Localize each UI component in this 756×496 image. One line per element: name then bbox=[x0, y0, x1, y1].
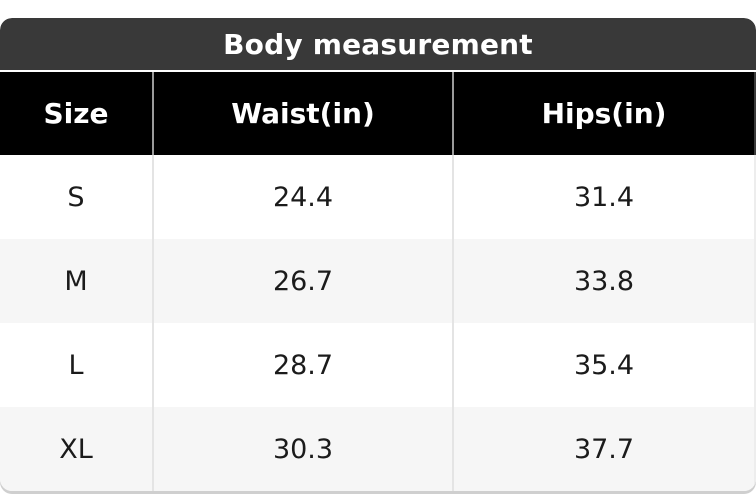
cell-hips: 33.8 bbox=[454, 239, 756, 323]
cell-waist: 24.4 bbox=[154, 155, 454, 239]
cell-size: L bbox=[0, 323, 154, 407]
title-divider bbox=[0, 70, 756, 72]
cell-waist: 30.3 bbox=[154, 407, 454, 491]
cell-waist: 28.7 bbox=[154, 323, 454, 407]
cell-size: XL bbox=[0, 407, 154, 491]
cell-size: M bbox=[0, 239, 154, 323]
table-row-xl: XL 30.3 37.7 bbox=[0, 407, 756, 491]
cell-hips: 35.4 bbox=[454, 323, 756, 407]
cell-hips: 37.7 bbox=[454, 407, 756, 491]
cell-size: S bbox=[0, 155, 154, 239]
table-row-l: L 28.7 35.4 bbox=[0, 323, 756, 407]
cell-hips: 31.4 bbox=[454, 155, 756, 239]
header-cell-size: Size bbox=[0, 72, 154, 155]
header-cell-hips: Hips(in) bbox=[454, 72, 756, 155]
table-header-row: Size Waist(in) Hips(in) bbox=[0, 72, 756, 155]
header-cell-waist: Waist(in) bbox=[154, 72, 454, 155]
cell-waist: 26.7 bbox=[154, 239, 454, 323]
table-row-m: M 26.7 33.8 bbox=[0, 239, 756, 323]
size-chart-title-bar: Body measurement bbox=[0, 18, 756, 70]
size-chart-title: Body measurement bbox=[223, 27, 533, 61]
table-row-s: S 24.4 31.4 bbox=[0, 155, 756, 239]
size-chart-card: Body measurement Size Waist(in) Hips(in)… bbox=[0, 18, 756, 491]
